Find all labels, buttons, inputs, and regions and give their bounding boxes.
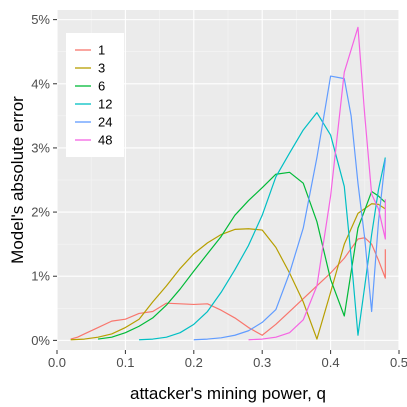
series-line-12 xyxy=(139,112,386,341)
series-line-24 xyxy=(193,75,386,341)
legend-background xyxy=(66,33,124,157)
major-gridlines xyxy=(56,10,400,350)
x-tick-label: 0.1 xyxy=(116,355,134,370)
y-axis-title: Model's absolute error xyxy=(8,96,27,264)
x-axis-title: attacker's mining power, q xyxy=(130,384,326,403)
legend-label-6: 6 xyxy=(98,79,105,94)
y-tick-label: 3% xyxy=(31,140,50,155)
series-line-6 xyxy=(97,171,386,340)
y-tick-label: 0% xyxy=(31,333,50,348)
y-tick-label: 2% xyxy=(31,205,50,220)
x-tick-label: 0.0 xyxy=(48,355,66,370)
legend-label-24: 24 xyxy=(98,115,112,130)
series-line-48 xyxy=(248,26,386,341)
y-tick-label: 4% xyxy=(31,76,50,91)
legend-label-12: 12 xyxy=(98,97,112,112)
x-tick-label: 0.5 xyxy=(390,355,407,370)
y-tick-label: 1% xyxy=(31,269,50,284)
y-axis-ticks: 0% 1% 2% 3% 4% 5% xyxy=(31,12,57,348)
x-axis-ticks: 0.0 0.1 0.2 0.3 0.4 0.5 xyxy=(48,350,407,370)
legend-label-1: 1 xyxy=(98,43,105,58)
x-tick-label: 0.4 xyxy=(322,355,340,370)
x-tick-label: 0.2 xyxy=(185,355,203,370)
legend-label-48: 48 xyxy=(98,133,112,148)
legend: 1 3 6 12 24 48 xyxy=(66,33,124,157)
legend-label-3: 3 xyxy=(98,61,105,76)
series-line-1 xyxy=(70,237,386,340)
y-tick-label: 5% xyxy=(31,12,50,27)
series-line-3 xyxy=(70,203,386,341)
x-tick-label: 0.3 xyxy=(253,355,271,370)
series-lines xyxy=(70,26,386,341)
